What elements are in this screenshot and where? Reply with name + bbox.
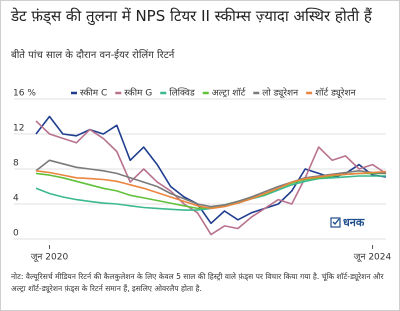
series-line — [35, 159, 387, 208]
series-line — [35, 170, 387, 210]
legend-label: शॉर्ट ड्यूरेशन — [315, 87, 356, 99]
chart-title: डेट फ़ंड्स की तुलना में NPS टियर II स्की… — [11, 7, 372, 25]
logo-icon — [330, 217, 341, 228]
series-line — [35, 120, 387, 236]
series-line — [35, 172, 386, 210]
legend-label: लिक्विड — [169, 87, 195, 99]
x-tick-label: जून 2020 — [31, 253, 69, 263]
legend-label: स्कीम C — [80, 87, 107, 99]
x-tick-label: जून 2024 — [354, 253, 392, 263]
y-tick-label: 0 — [13, 229, 19, 239]
logo-text: धनक — [343, 216, 365, 229]
legend-label: स्कीम G — [124, 87, 152, 99]
legend-label: अल्ट्रा शॉर्ट — [212, 87, 246, 99]
y-tick-label: 8 — [13, 159, 19, 169]
logo-check — [332, 218, 340, 226]
series-line — [35, 175, 386, 211]
chart-subtitle: बीते पांच साल के दौरान वन-ईयर रोलिंग रिट… — [11, 50, 175, 61]
logo: धनक — [330, 216, 365, 229]
y-tick-label: 4 — [13, 194, 19, 204]
y-tick-label: 16 % — [13, 89, 36, 99]
y-tick-label: 12 — [13, 124, 24, 134]
plot: 0 4 8 12 16 % जून 2020 जून 2024 स्कीम C स्कीम G ल… — [13, 87, 392, 263]
legend-label: लो ड्यूरेशन — [262, 87, 299, 99]
footnote: नोट: वैल्यूरिसर्च मीडियन रिटर्न की कैलकु… — [11, 272, 384, 293]
